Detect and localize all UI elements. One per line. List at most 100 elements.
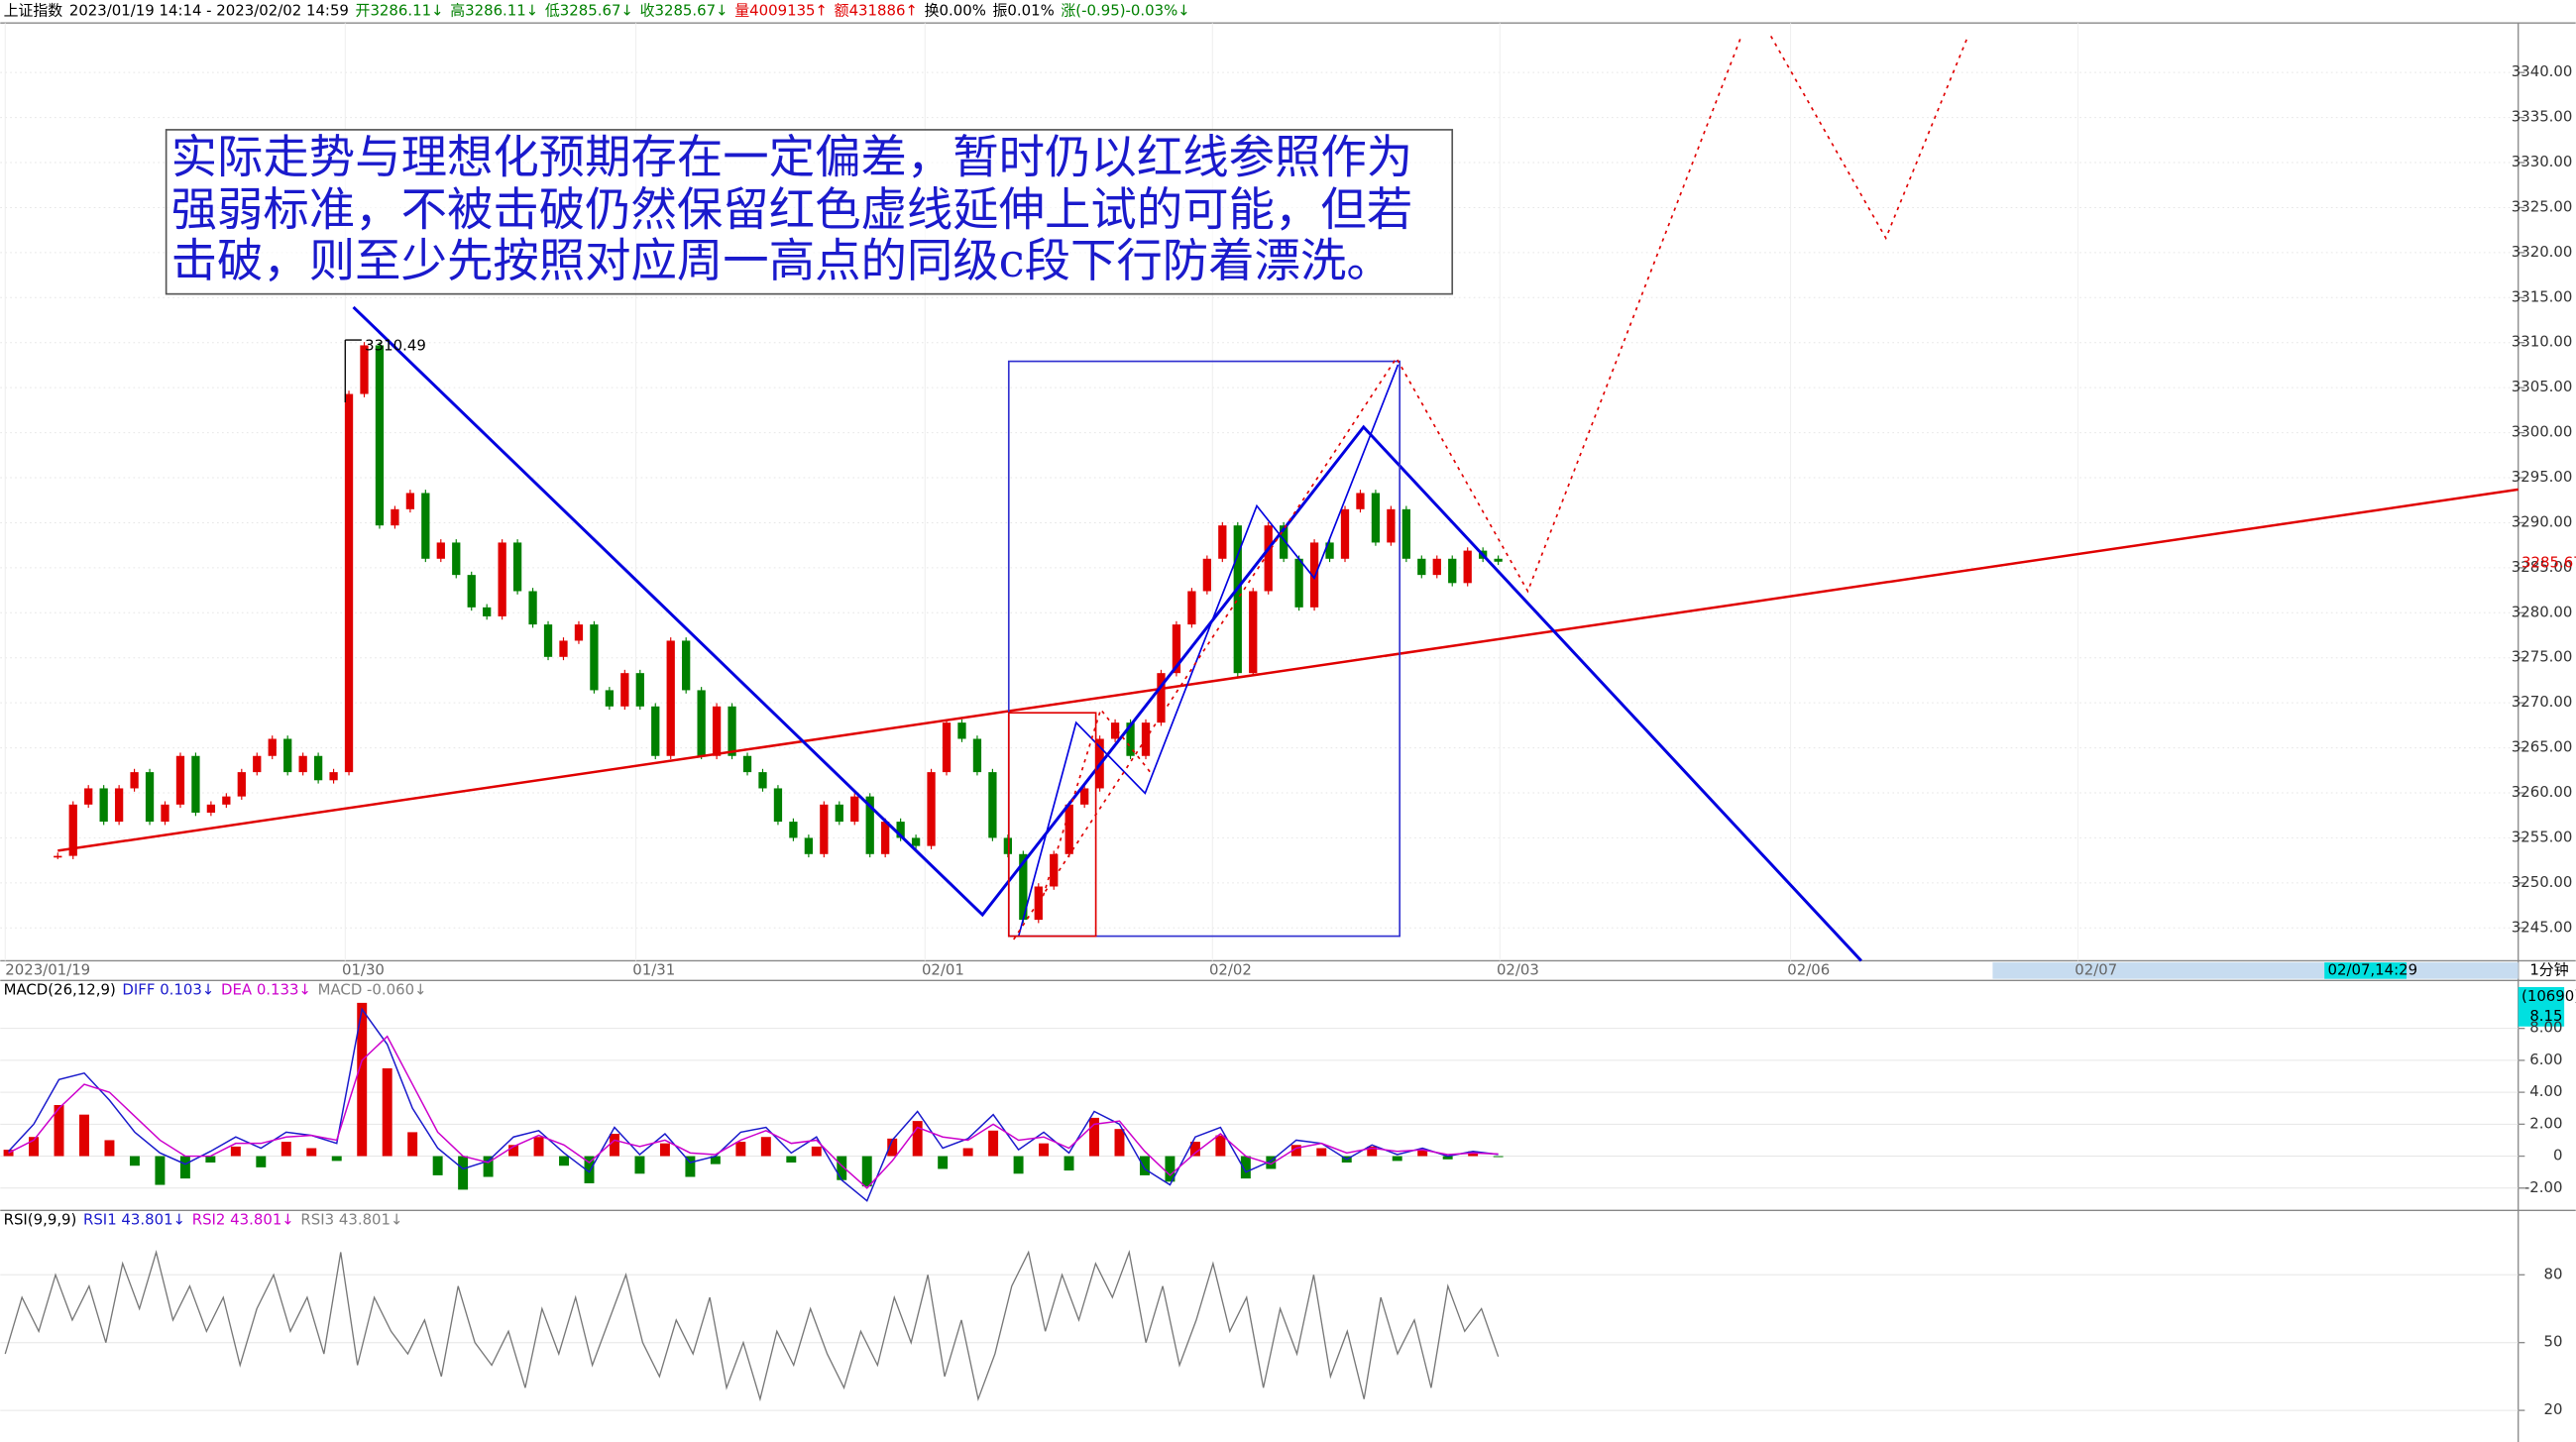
macd-bar: [179, 1156, 190, 1179]
zigzag: [1017, 364, 1400, 937]
candle: [237, 772, 246, 797]
panel-header: MACD(26,12,9) DIFF 0.103↓ DEA 0.133↓ MACD -…: [4, 980, 427, 998]
candle: [1371, 493, 1381, 543]
macd-bar: [1039, 1143, 1050, 1157]
candle: [1172, 624, 1181, 674]
y-tick-label: 3245.00: [2512, 918, 2573, 936]
y-tick-label: 50: [2543, 1333, 2562, 1351]
macd-bar: [230, 1146, 241, 1157]
y-tick-label: 3310.00: [2512, 333, 2573, 351]
macd-bar: [962, 1148, 973, 1157]
annotation-box: [165, 129, 1454, 295]
y-tick-label: 3290.00: [2512, 512, 2573, 530]
macd-bar: [54, 1105, 64, 1157]
candle: [850, 796, 859, 823]
candle: [1494, 558, 1503, 562]
candle: [391, 508, 399, 526]
x-tick-label: 2023/01/19: [5, 960, 90, 978]
projection: [1013, 36, 1742, 941]
y-tick-label: 3255.00: [2512, 828, 2573, 845]
macd-bar: [331, 1156, 342, 1162]
y-tick-label: 20: [2543, 1400, 2562, 1418]
header-item: 额431886↑: [835, 2, 918, 20]
annotation: 强弱标准，不被击破仍然保留红色虚线延伸上试的可能，但若: [171, 182, 1413, 236]
header-item: 量4009135↑: [734, 2, 828, 20]
macd-bar: [483, 1156, 494, 1177]
y-tick-label: 2.00: [2529, 1114, 2562, 1132]
candle: [528, 591, 537, 625]
macd-bar: [382, 1067, 392, 1157]
candle: [1294, 558, 1303, 608]
macd-bar: [407, 1132, 418, 1157]
y-tick-label: 3260.00: [2512, 783, 2573, 801]
header-item: 振0.01%: [993, 2, 1055, 20]
candle: [712, 706, 722, 756]
y-tick-label: 3275.00: [2512, 648, 2573, 666]
y-tick-label: 3330.00: [2512, 153, 2573, 170]
header-item: RSI1 43.801↓: [83, 1210, 185, 1228]
x-tick-label: 02/01: [922, 960, 964, 978]
macd-bar: [1468, 1151, 1479, 1157]
header-item: DEA 0.133↓: [221, 980, 311, 998]
candle: [498, 542, 506, 616]
macd-bar: [710, 1156, 721, 1165]
candle: [191, 755, 200, 813]
candle: [1448, 558, 1457, 584]
macd-bar: [256, 1156, 267, 1167]
y-tick-label: 3320.00: [2512, 243, 2573, 261]
macd-bar: [1189, 1142, 1200, 1157]
macd-bar: [1442, 1156, 1453, 1160]
candle: [1064, 804, 1073, 854]
candle: [865, 796, 874, 854]
candle: [804, 837, 814, 854]
macd-bar: [29, 1137, 40, 1157]
candle: [697, 690, 706, 756]
candle: [682, 640, 691, 691]
header-item: 高3286.11↓: [450, 2, 538, 20]
candle: [175, 755, 185, 805]
header-item: 开3286.11↓: [356, 2, 444, 20]
x-tick-label: 01/30: [342, 960, 385, 978]
macd-bar: [1417, 1150, 1428, 1157]
candle: [728, 706, 736, 756]
candle: [1325, 542, 1334, 559]
candle: [911, 837, 921, 846]
candle: [1249, 591, 1258, 674]
candle: [1340, 508, 1350, 559]
candle: [405, 493, 415, 509]
header-item: 收3285.67↓: [640, 2, 728, 20]
macd-bar: [811, 1146, 822, 1157]
candle: [130, 772, 139, 789]
period-label: 1分钟: [2529, 960, 2568, 978]
candle: [635, 673, 644, 707]
rsi-line: [4, 1249, 1500, 1402]
candle: [467, 575, 476, 608]
candle: [54, 855, 62, 858]
candle: [283, 738, 292, 773]
candle: [222, 796, 231, 805]
macd-bar: [1316, 1148, 1327, 1157]
candle: [835, 804, 843, 823]
candle: [942, 722, 952, 773]
candle: [313, 755, 323, 781]
macd-bar: [1266, 1156, 1277, 1169]
x-tick-label: 01/31: [632, 960, 675, 978]
x-tick-label: 02/06: [1787, 960, 1830, 978]
macd-bar: [155, 1156, 166, 1185]
x-tick-label: 02/07: [2074, 960, 2117, 978]
candle: [1187, 591, 1196, 625]
candle: [881, 822, 890, 854]
macd-bar: [533, 1137, 544, 1157]
candle: [1233, 525, 1242, 674]
candle: [483, 607, 492, 616]
candle: [574, 624, 584, 641]
candle: [972, 738, 982, 773]
candle: [360, 345, 369, 394]
macd-bar: [861, 1156, 872, 1187]
header-item: MACD -0.060↓: [318, 980, 427, 998]
cursor-box: [2324, 962, 2408, 979]
macd-bar: [735, 1142, 746, 1157]
macd-bar: [79, 1114, 89, 1157]
candle: [145, 772, 155, 823]
